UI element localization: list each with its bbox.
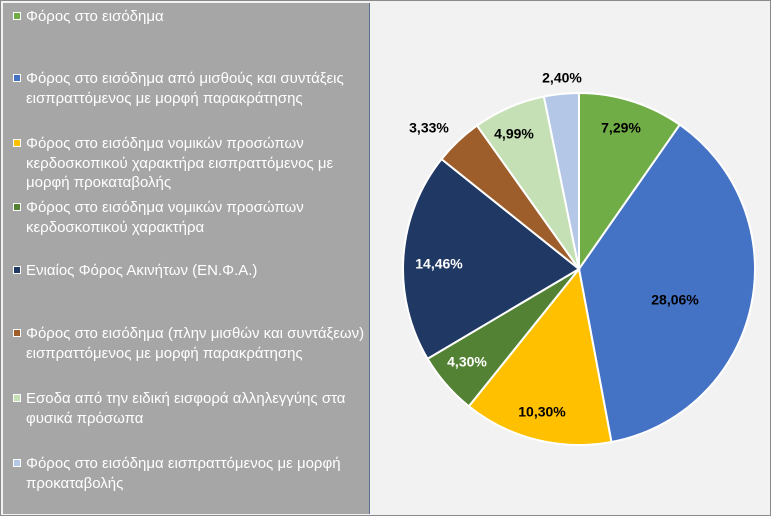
data-label: 4,99% (494, 126, 534, 142)
pie-slice (542, 91, 580, 270)
legend-label: Ενιαίος Φόρος Ακινήτων (ΕΝ.Φ.Α.) (26, 262, 258, 279)
legend-swatch (13, 266, 21, 274)
legend-item: Φόρος στο εισόδημα (πλην μισθών και συντ… (13, 324, 369, 363)
legend-item: Φόρος στο εισόδημα εισπραττόμενος με μορ… (13, 454, 369, 493)
data-label: 3,33% (409, 120, 449, 136)
legend: Φόρος στο εισόδημα Φόρος στο εισόδημα απ… (3, 3, 370, 514)
legend-item: Ενιαίος Φόρος Ακινήτων (ΕΝ.Φ.Α.) (13, 261, 369, 281)
data-label: 7,29% (601, 120, 641, 136)
pie-slice (578, 91, 682, 273)
data-label: 28,06% (651, 292, 699, 308)
legend-label: Φόρος στο εισόδημα νομικών προσώπων κερδ… (26, 135, 334, 191)
legend-swatch (13, 139, 21, 147)
legend-item: Εσοδα από την ειδική εισφορά αλληλεγγύης… (13, 389, 369, 428)
legend-swatch (13, 394, 21, 402)
legend-label: Εσοδα από την ειδική εισφορά αλληλεγγύης… (26, 390, 346, 427)
legend-label: Φόρος στο εισόδημα (26, 8, 164, 25)
legend-swatch (13, 329, 21, 337)
pie-chart: 7,29% 28,06% 10,30% 4,30% 14,46% 3,33% 4,99% 2,… (402, 70, 756, 447)
pie-slice (577, 123, 756, 444)
legend-swatch (13, 12, 21, 20)
legend-label: Φόρος στο εισόδημα νομικών προσώπων κερδ… (26, 199, 304, 236)
data-label: 4,30% (447, 354, 487, 370)
legend-item: Φόρος στο εισόδημα από μισθούς και συντά… (13, 69, 369, 108)
legend-swatch (13, 74, 21, 82)
legend-swatch (13, 459, 21, 467)
pie-slice (467, 266, 613, 447)
legend-swatch (13, 203, 21, 211)
legend-label: Φόρος στο εισόδημα εισπραττόμενος με μορ… (26, 455, 341, 492)
data-label: 2,40% (542, 70, 582, 86)
pie-slice (402, 157, 581, 361)
legend-label: Φόρος στο εισόδημα από μισθούς και συντά… (26, 70, 344, 107)
legend-item: Φόρος στο εισόδημα (13, 7, 369, 27)
legend-item: Φόρος στο εισόδημα νομικών προσώπων κερδ… (13, 198, 369, 237)
data-label: 14,46% (415, 256, 463, 272)
legend-label: Φόρος στο εισόδημα (πλην μισθών και συντ… (26, 325, 365, 362)
data-label: 10,30% (518, 404, 566, 420)
legend-item: Φόρος στο εισόδημα νομικών προσώπων κερδ… (13, 134, 369, 193)
